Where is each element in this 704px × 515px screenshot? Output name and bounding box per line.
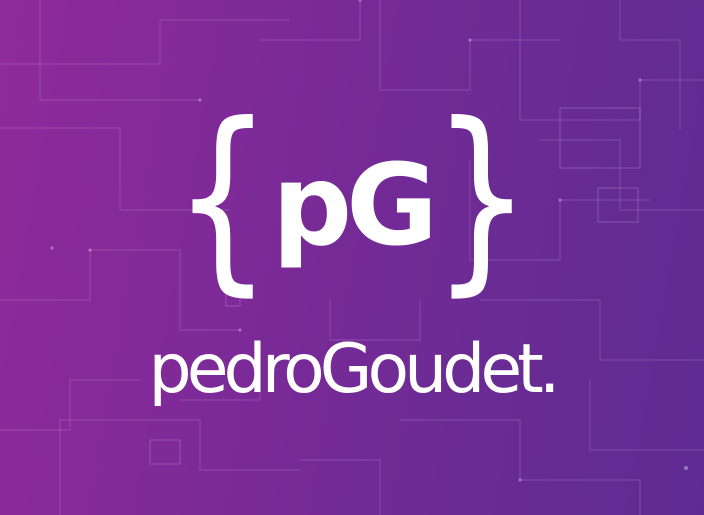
left-curly-brace: { [172,81,272,314]
logo-monogram: pG [271,141,438,271]
brand-wordmark: pedroGoudet. [148,330,561,409]
pg-logo-mark: { pG } [0,88,704,308]
right-curly-brace: } [432,81,532,314]
